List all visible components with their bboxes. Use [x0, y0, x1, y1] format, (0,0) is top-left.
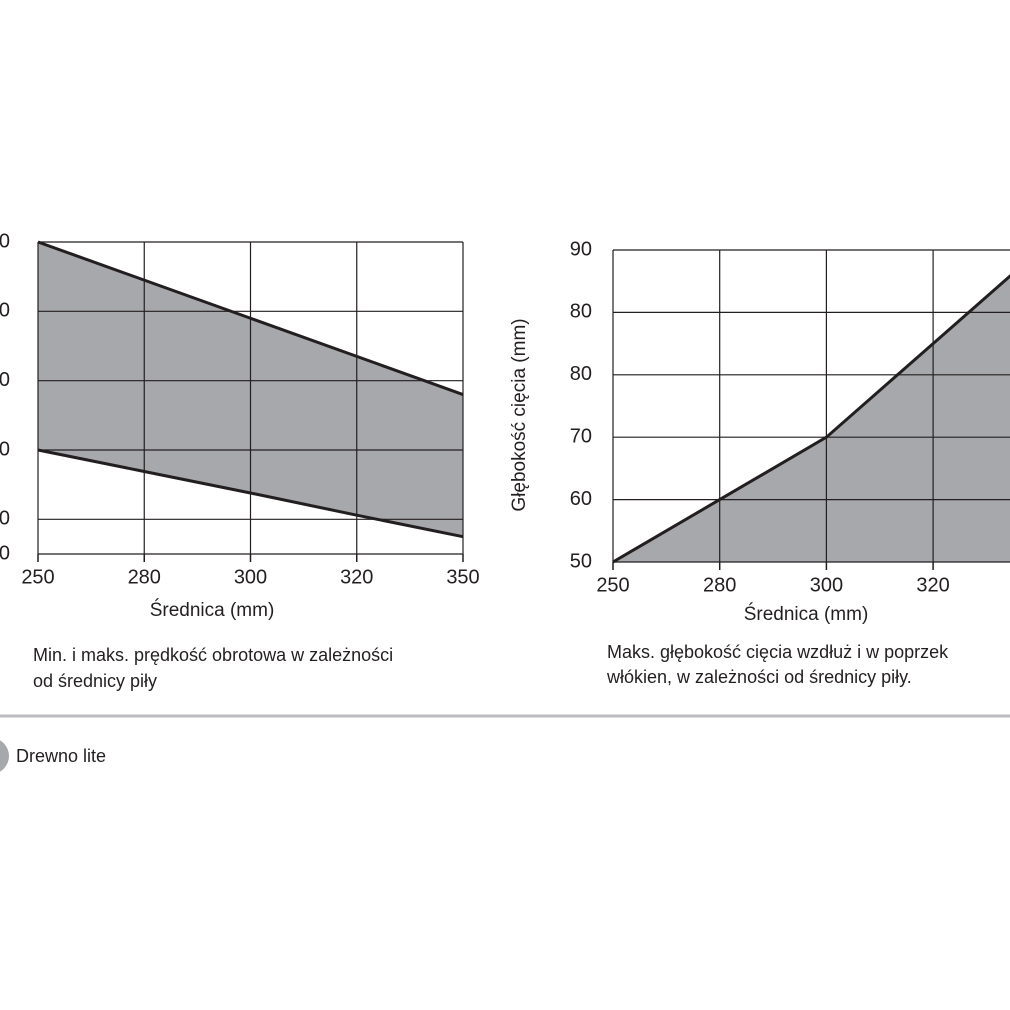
y-tick-label: 60: [570, 488, 592, 510]
caption: włókien, w zależności od średnicy piły.: [606, 667, 912, 687]
y-tick-label: 3000: [0, 369, 10, 391]
x-axis-label: Średnica (mm): [744, 603, 869, 625]
x-tick-label: 300: [810, 574, 843, 596]
x-tick-label: 280: [128, 566, 161, 588]
section-marker: [0, 740, 9, 772]
x-tick-label: 300: [234, 566, 267, 588]
y-tick-label: 80: [570, 363, 592, 385]
x-axis-label: Średnica (mm): [150, 599, 275, 621]
y-tick-label: 50: [570, 550, 592, 572]
caption: od średnicy piły: [33, 671, 157, 691]
x-tick-label: 320: [916, 574, 949, 596]
x-tick-label: 250: [596, 574, 629, 596]
x-tick-label: 250: [21, 566, 54, 588]
line: [37, 448, 464, 539]
y-tick-label: 70: [570, 425, 592, 447]
y-tick-label: 90: [570, 238, 592, 260]
y-axis-label: Głębokość cięcia (mm): [509, 318, 530, 511]
area: [613, 276, 1010, 562]
x-tick-label: 280: [703, 574, 736, 596]
caption: Min. i maks. prędkość obrotowa w zależno…: [33, 645, 393, 665]
y-tick-label: 500: [0, 542, 10, 564]
line: [612, 274, 1010, 564]
y-tick-label: 5000: [0, 230, 10, 252]
x-tick-label: 350: [446, 566, 479, 588]
section-label: Drewno lite: [16, 746, 106, 766]
line: [37, 240, 464, 396]
x-tick-label: 320: [340, 566, 373, 588]
y-tick-label: 4000: [0, 300, 10, 322]
caption: Maks. głębokość cięcia wzdłuż i w poprze…: [607, 642, 949, 662]
y-tick-label: 80: [570, 301, 592, 323]
y-tick-label: 1000: [0, 508, 10, 530]
y-tick-label: 2000: [0, 438, 10, 460]
